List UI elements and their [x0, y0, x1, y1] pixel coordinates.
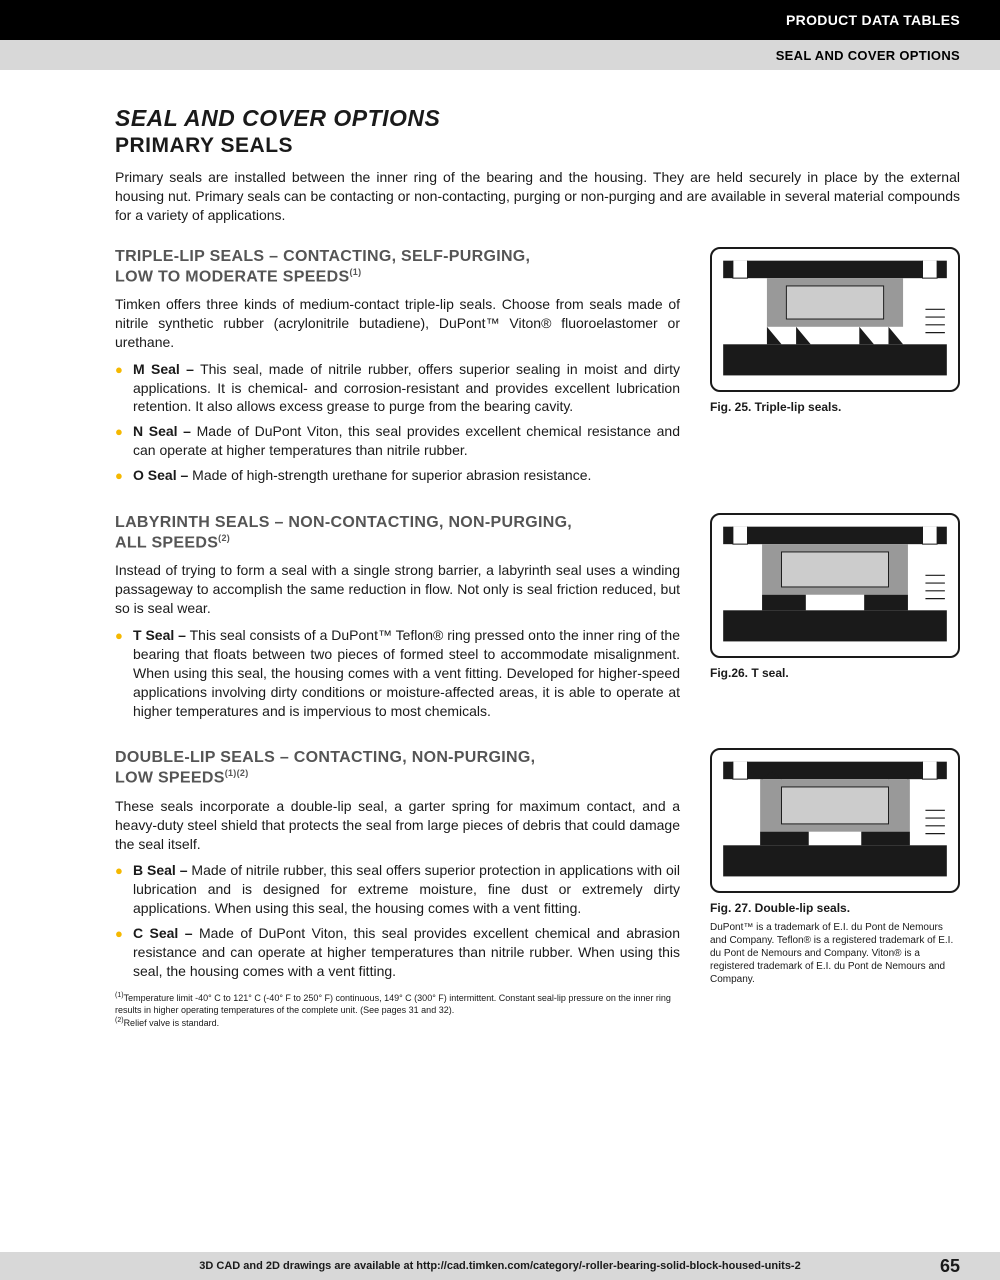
figure-caption: Fig. 25. Triple-lip seals.: [710, 400, 960, 414]
list-item: M Seal – This seal, made of nitrile rubb…: [133, 360, 680, 417]
seal-diagram-icon: [712, 515, 958, 656]
labyrinth-list: T Seal – This seal consists of a DuPont™…: [115, 626, 680, 720]
triple-body: Timken offers three kinds of medium-cont…: [115, 295, 680, 352]
trademark-note: DuPont™ is a trademark of E.I. du Pont d…: [710, 921, 960, 986]
page-number: 65: [940, 1256, 960, 1277]
header-gray-bar: SEAL AND COVER OPTIONS: [0, 40, 1000, 70]
sub-title: PRIMARY SEALS: [115, 134, 960, 158]
double-body: These seals incorporate a double-lip sea…: [115, 797, 680, 854]
intro-paragraph: Primary seals are installed between the …: [115, 168, 960, 225]
labyrinth-heading: LABYRINTH SEALS – NON-CONTACTING, NON-PU…: [115, 513, 680, 553]
figure-caption: Fig. 27. Double-lip seals.: [710, 901, 960, 915]
list-item: O Seal – Made of high-strength urethane …: [133, 466, 680, 485]
figure-triple-lip: [710, 247, 960, 392]
header-subtitle: SEAL AND COVER OPTIONS: [776, 48, 960, 63]
seal-diagram-icon: [712, 750, 958, 891]
figure-double-lip: [710, 748, 960, 893]
section-triple-lip: TRIPLE-LIP SEALS – CONTACTING, SELF-PURG…: [115, 247, 960, 491]
list-item: B Seal – Made of nitrile rubber, this se…: [133, 861, 680, 918]
triple-list: M Seal – This seal, made of nitrile rubb…: [115, 360, 680, 485]
section-double-lip: DOUBLE-LIP SEALS – CONTACTING, NON-PURGI…: [115, 748, 960, 1029]
header-category: PRODUCT DATA TABLES: [786, 12, 960, 28]
double-heading: DOUBLE-LIP SEALS – CONTACTING, NON-PURGI…: [115, 748, 680, 788]
double-list: B Seal – Made of nitrile rubber, this se…: [115, 861, 680, 980]
footer-text: 3D CAD and 2D drawings are available at …: [199, 1260, 800, 1272]
footnotes: (1)Temperature limit -40° C to 121° C (-…: [115, 991, 680, 1030]
page-content: SEAL AND COVER OPTIONS PRIMARY SEALS Pri…: [0, 70, 1000, 1030]
main-title: SEAL AND COVER OPTIONS: [115, 105, 960, 132]
seal-diagram-icon: [712, 249, 958, 390]
list-item: C Seal – Made of DuPont Viton, this seal…: [133, 924, 680, 981]
footer-bar: 3D CAD and 2D drawings are available at …: [0, 1252, 1000, 1280]
list-item: T Seal – This seal consists of a DuPont™…: [133, 626, 680, 720]
figure-t-seal: [710, 513, 960, 658]
header-black-bar: PRODUCT DATA TABLES: [0, 0, 1000, 40]
triple-heading: TRIPLE-LIP SEALS – CONTACTING, SELF-PURG…: [115, 247, 680, 287]
labyrinth-body: Instead of trying to form a seal with a …: [115, 561, 680, 618]
list-item: N Seal – Made of DuPont Viton, this seal…: [133, 422, 680, 460]
section-labyrinth: LABYRINTH SEALS – NON-CONTACTING, NON-PU…: [115, 513, 960, 726]
figure-caption: Fig.26. T seal.: [710, 666, 960, 680]
